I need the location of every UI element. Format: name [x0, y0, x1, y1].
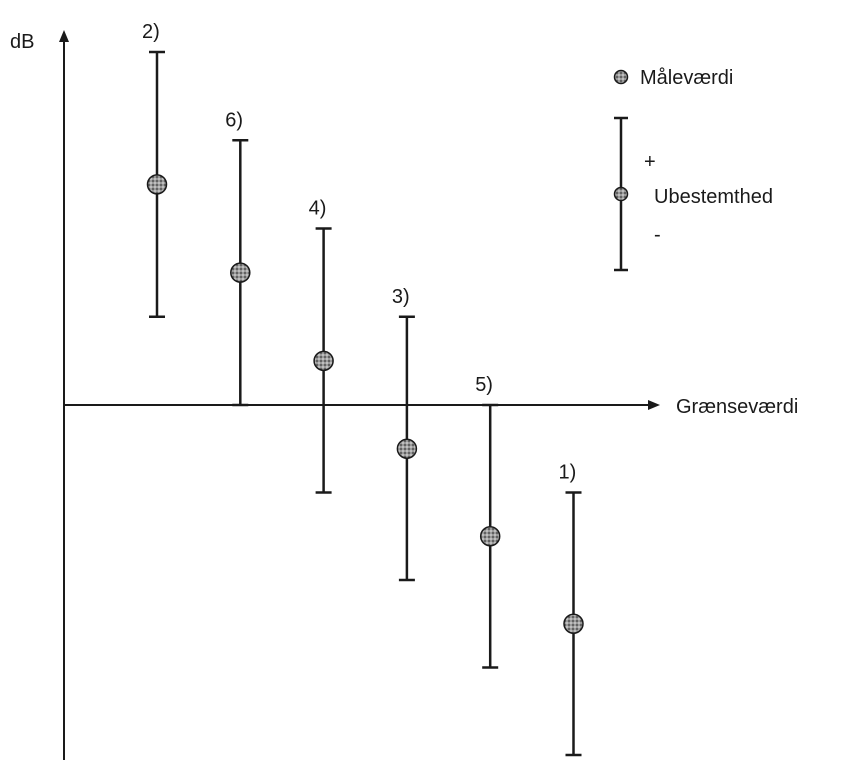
legend-errorbar-label: Ubestemthed	[654, 186, 773, 208]
data-label-5: 5)	[475, 374, 493, 396]
data-label-3: 4)	[309, 198, 327, 220]
data-point-3	[313, 350, 334, 372]
data-label-4: 3)	[392, 286, 410, 308]
data-point-5	[479, 526, 501, 547]
x-axis-label: Grænseværdi	[676, 396, 798, 418]
axes: dB Grænseværdi	[10, 30, 798, 760]
data-point-6	[563, 613, 584, 634]
data-marks: 2) 6) 4) 3) 5) 1)	[142, 21, 584, 757]
data-point-1	[146, 174, 168, 195]
data-label-1: 2)	[142, 21, 160, 43]
y-axis-label: dB	[10, 31, 34, 53]
data-label-2: 6)	[225, 109, 243, 131]
data-point-2	[230, 262, 251, 283]
legend-minus-sign: -	[654, 224, 661, 246]
legend-point-label: Måleværdi	[640, 67, 733, 89]
legend: Måleværdi + Ubestemthed -	[613, 67, 773, 272]
y-axis-arrow	[59, 30, 69, 42]
legend-errorbar-point	[613, 186, 629, 202]
data-label-6: 1)	[559, 462, 577, 484]
data-point-4	[396, 438, 418, 459]
x-axis-arrow	[648, 400, 660, 410]
legend-point-symbol	[613, 69, 629, 85]
legend-plus-sign: +	[644, 151, 656, 173]
